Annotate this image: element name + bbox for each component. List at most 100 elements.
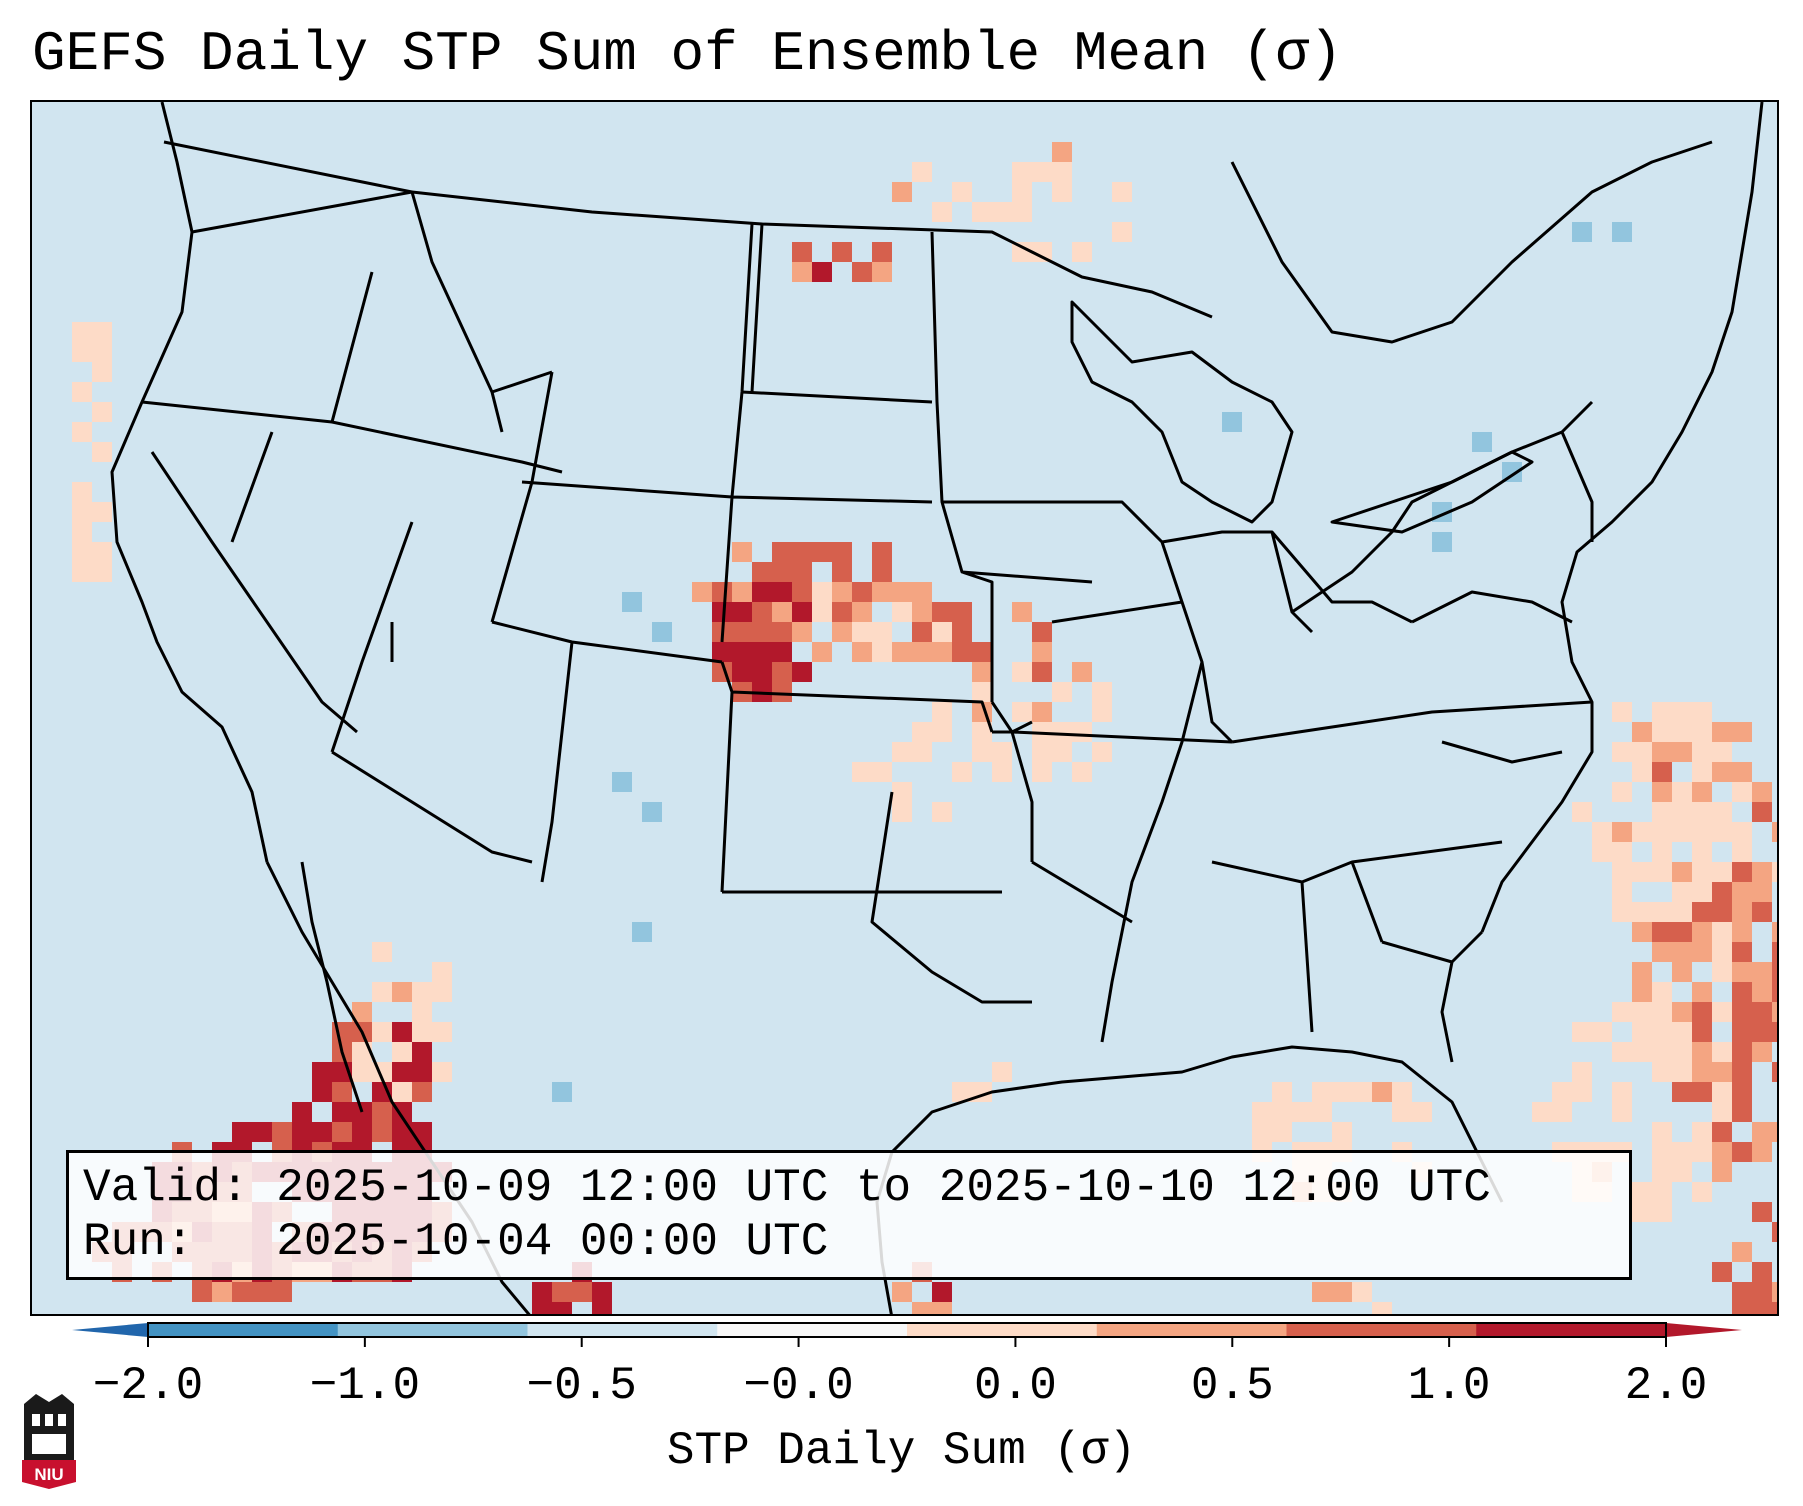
stp-cell [1072,762,1092,782]
stp-cell [1612,222,1632,242]
stp-cell [1772,1302,1777,1314]
stp-cell [652,622,672,642]
stp-cell [1572,1022,1592,1042]
niu-castle-logo-icon: NIU [22,1394,76,1489]
stp-cell [192,1282,212,1302]
stp-cell [532,1282,552,1302]
stp-cell [772,622,792,642]
stp-cell [1612,902,1632,922]
stp-cell [1672,822,1692,842]
stp-cell [1712,1122,1732,1142]
stp-cell [1052,162,1072,182]
stp-cell [1692,862,1712,882]
colorbar-tick-label: −0.5 [526,1360,637,1412]
stp-cell [1692,902,1712,922]
run-label: Run: [83,1216,194,1268]
stp-cell [812,542,832,562]
stp-cell [972,682,992,702]
state-lines-central [722,223,1233,1004]
stp-cell [1312,1102,1332,1122]
valid-run-info-box: Valid: 2025-10-09 12:00 UTC to 2025-10-1… [66,1150,1632,1280]
stp-cell [1712,1142,1732,1162]
stp-cell [1072,242,1092,262]
colorbar-tick-label: −1.0 [309,1360,421,1412]
stp-cell [1672,902,1692,922]
stp-cell [332,1102,352,1122]
stp-cell [932,802,952,822]
stp-cell [732,662,752,682]
stp-cell [212,1282,232,1302]
stp-cell [1672,942,1692,962]
stp-cell [1712,1042,1732,1062]
colorbar-tick-label: 0.5 [1190,1360,1274,1412]
stp-cell [1692,922,1712,942]
colorbar-outline [147,1322,1667,1338]
stp-cell [792,582,812,602]
stp-cell [952,602,972,622]
stp-cell [852,762,872,782]
stp-cell [872,562,892,582]
stp-cell [1692,1142,1712,1162]
stp-cell [1012,602,1032,622]
stp-cell [1732,722,1752,742]
state-lines-east [1051,400,1594,1043]
stp-cell [72,562,92,582]
stp-cell [1712,802,1732,822]
stp-cell [1052,142,1072,162]
stp-cell [1772,942,1777,962]
stp-cell [1092,742,1112,762]
stp-cell [412,982,432,1002]
valid-label: Valid: [83,1162,249,1214]
stp-cell [72,542,92,562]
run-value: 2025-10-04 00:00 UTC [276,1216,829,1268]
stp-cell [972,722,992,742]
stp-cell [812,642,832,662]
stp-cell [752,602,772,622]
stp-cell [972,202,992,222]
stp-cell [912,642,932,662]
stp-cell [1712,1082,1732,1102]
stp-cell [1712,922,1732,942]
stp-cell [412,1002,432,1022]
stp-cell [1632,862,1652,882]
stp-cell [1732,1142,1752,1162]
stp-cell [412,1022,432,1042]
stp-cell [392,1062,412,1082]
stp-cell [1312,1082,1332,1102]
stp-cell [1672,742,1692,762]
stp-cell [1652,922,1672,942]
stp-cell [372,1102,392,1122]
stp-cell [1752,1262,1772,1282]
stp-cell [912,162,932,182]
state-lines-west [141,190,994,893]
stp-cell [812,582,832,602]
stp-cell [72,422,92,442]
logo-text: NIU [34,1465,63,1484]
stp-cell [792,542,812,562]
stp-cell [1752,902,1772,922]
stp-cell [1612,702,1632,722]
stp-cell [1692,1082,1712,1102]
stp-cell [1712,942,1732,962]
stp-cell [832,622,852,642]
run-line: Run: 2025-10-04 00:00 UTC [83,1215,1615,1269]
stp-cell [72,342,92,362]
stp-cell [1692,1122,1712,1142]
stp-cell [1652,1042,1672,1062]
stp-cell [1752,1142,1772,1162]
stp-cell [1652,1002,1672,1022]
colorbar-bin [148,1323,339,1337]
stp-cell [1712,1262,1732,1282]
stp-cell [92,502,112,522]
florida [1440,930,1484,1063]
stp-cell [1692,1182,1712,1202]
stp-cell [1712,962,1732,982]
stp-cell [792,242,812,262]
stp-cell [552,1302,572,1314]
stp-cell [1532,1102,1552,1122]
stp-cell [1392,1102,1412,1122]
stp-cell [1652,1182,1672,1202]
stp-cell [1632,1002,1652,1022]
stp-cell [1732,1062,1752,1082]
stp-cell [892,782,912,802]
